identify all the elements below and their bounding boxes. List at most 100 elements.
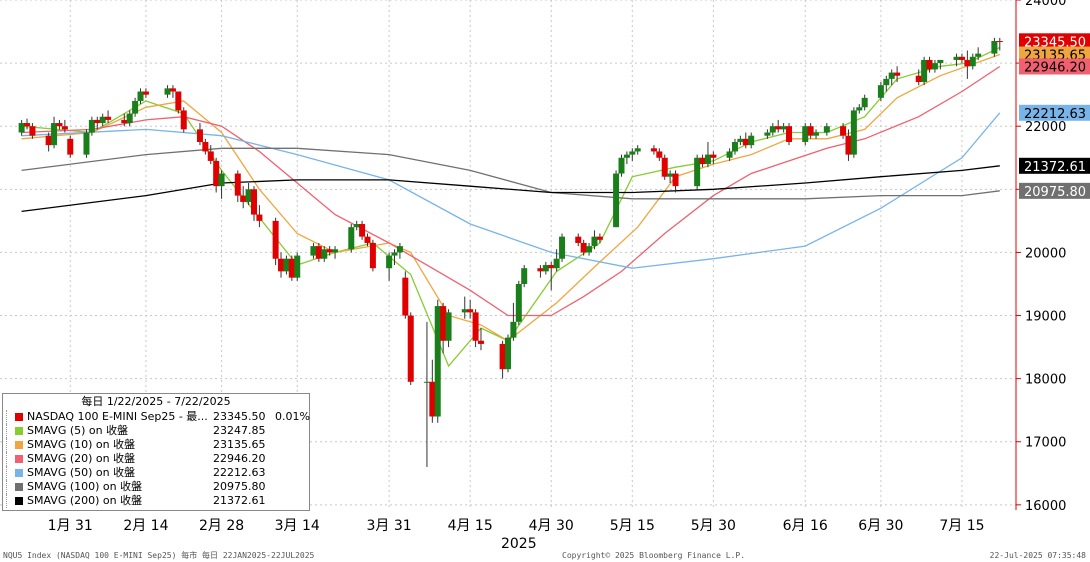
footer-copyright: Copyright© 2025 Bloomberg Finance L.P. (562, 551, 745, 560)
y-tick-label: 20000 (1025, 246, 1066, 261)
price-tag (1019, 157, 1090, 174)
candle-body (18, 123, 25, 133)
candle-body (164, 88, 171, 95)
candle-body (964, 59, 971, 67)
candle-body (24, 123, 31, 127)
legend-row: SMAVG (10) on 收盤 23135.65 (3, 438, 309, 452)
ma-line (21, 65, 1001, 317)
legend-swatch (15, 413, 23, 421)
legend-series-name: SMAVG (5) on 收盤 (27, 424, 129, 437)
candle-body (467, 309, 474, 313)
candle-body (202, 141, 209, 152)
legend-series-value: 22946.20 (213, 452, 266, 465)
price-tag-label: 21372.61 (1024, 160, 1086, 175)
x-tick-label: 3月 14 (275, 518, 320, 534)
candle-body (461, 309, 468, 313)
legend-tree-line (6, 410, 13, 424)
candlesticks (18, 37, 1003, 467)
candle-body (813, 132, 820, 136)
candle-body (94, 119, 101, 124)
candle-body (559, 236, 566, 259)
candle-body (207, 151, 214, 161)
candle-body (937, 59, 944, 64)
price-tags: 23345.5023135.6522946.2022212.6321372.61… (1019, 33, 1090, 200)
price-tag-label: 20975.80 (1024, 185, 1086, 200)
candle-body (310, 246, 317, 256)
price-tag (1019, 104, 1090, 121)
candle-body (67, 138, 74, 155)
candle-body (672, 173, 679, 187)
candle-body (429, 381, 436, 417)
candle-body (142, 91, 149, 95)
legend-swatch (15, 483, 23, 491)
legend-tree-line (6, 466, 13, 480)
candle-body (137, 91, 144, 101)
y-tick-label: 16000 (1025, 499, 1066, 514)
candle-body (969, 56, 976, 67)
candle-body (775, 126, 782, 130)
candle-body (726, 151, 733, 158)
legend-series-name: SMAVG (100) on 收盤 (27, 480, 143, 493)
candle-body (613, 173, 620, 228)
legend-tree-line (6, 480, 13, 494)
candle-body (823, 126, 830, 133)
candle-body (521, 268, 528, 284)
candle-body (423, 381, 430, 383)
candle-body (769, 126, 776, 133)
candle-body (169, 88, 176, 92)
candle-body (45, 135, 52, 146)
candle-body (396, 246, 403, 253)
candle-body (353, 224, 360, 228)
candle-body (407, 315, 414, 382)
y-tick-label: 17000 (1025, 436, 1066, 451)
candle-body (861, 97, 868, 108)
candle-body (121, 119, 128, 124)
candle-body (953, 56, 960, 60)
legend-row: SMAVG (20) on 收盤 22946.20 (3, 452, 309, 466)
legend-series-value: 23135.65 (213, 438, 266, 451)
x-tick-label: 1月 31 (48, 518, 93, 534)
candle-body (99, 116, 106, 124)
x-tick-label: 4月 30 (529, 518, 574, 534)
candle-body (786, 126, 793, 142)
legend-rows: NASDAQ 100 E-MINI Sep25 - 最... 23345.50 0.… (3, 410, 310, 508)
candle-body (699, 157, 706, 165)
y-tick-label: 18000 (1025, 373, 1066, 388)
legend-series-value: 23345.50 (213, 410, 266, 423)
candle-body (29, 126, 36, 136)
candle-body (510, 321, 517, 338)
legend-series-value: 21372.61 (213, 494, 266, 507)
legend-tree-line (6, 438, 13, 452)
candle-body (958, 56, 965, 60)
ma-line (21, 112, 1001, 269)
candle-body (629, 151, 636, 155)
candle-body (618, 157, 625, 174)
candle-body (780, 126, 787, 130)
legend-row: SMAVG (50) on 收盤 22212.63 (3, 466, 309, 480)
legend-series-value: 23247.85 (213, 424, 266, 437)
legend-series-name: SMAVG (10) on 收盤 (27, 438, 136, 451)
candle-body (737, 138, 744, 142)
candle-body (921, 59, 928, 83)
candle-body (807, 126, 814, 136)
candle-body (51, 123, 58, 146)
y-tick-label: 24000 (1025, 0, 1066, 9)
candle-body (764, 132, 771, 136)
legend-title: 每日 1/22/2025 - 7/22/2025 (81, 395, 231, 408)
x-tick-label: 4月 15 (448, 518, 493, 534)
candle-body (996, 41, 1003, 43)
candle-body (667, 173, 674, 177)
candle-body (650, 148, 657, 152)
candle-body (888, 72, 895, 79)
candle-body (991, 41, 998, 54)
candle-body (499, 343, 506, 370)
candle-body (283, 258, 290, 272)
legend-series-name: NASDAQ 100 E-MINI Sep25 - 最... (27, 410, 208, 423)
legend-swatch (15, 497, 23, 505)
candle-body (515, 283, 522, 322)
candle-body (710, 154, 717, 158)
candle-body (580, 242, 587, 253)
candle-body (553, 258, 560, 269)
price-tag-label: 22946.20 (1024, 61, 1086, 76)
